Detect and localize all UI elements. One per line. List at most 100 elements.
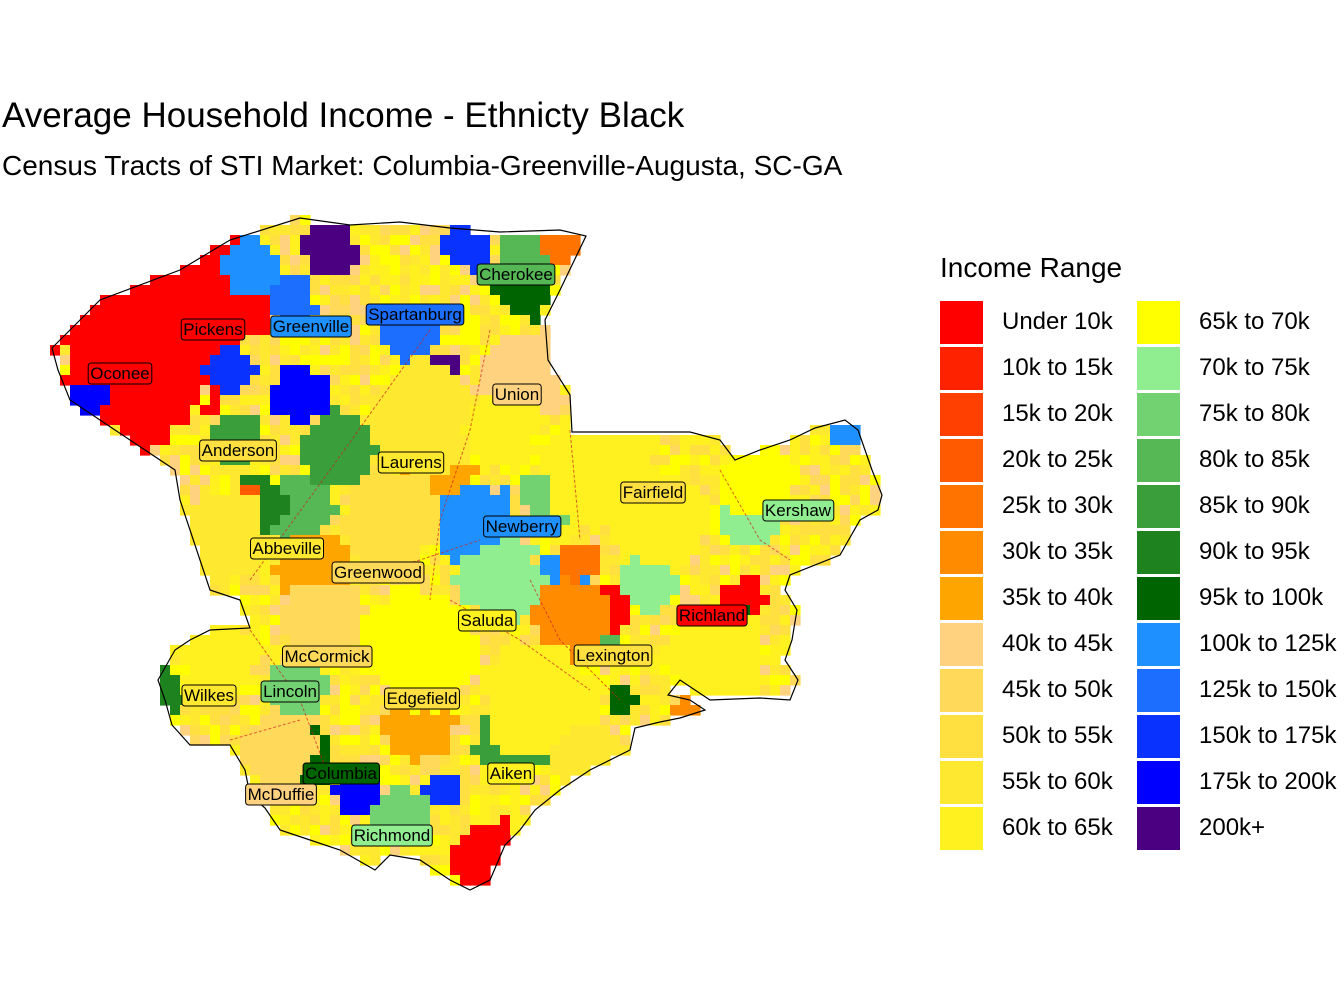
tract-cell bbox=[370, 715, 381, 726]
tract-cell bbox=[470, 425, 481, 436]
tract-cell bbox=[630, 565, 641, 576]
tract-cell bbox=[800, 445, 811, 456]
tract-cell bbox=[270, 625, 281, 636]
tract-cell bbox=[200, 515, 211, 526]
tract-cell bbox=[260, 325, 271, 336]
tract-cell bbox=[250, 415, 261, 426]
tract-cell bbox=[540, 675, 551, 686]
tract-cell bbox=[720, 585, 731, 596]
tract-cell bbox=[420, 325, 431, 336]
tract-cell bbox=[690, 565, 701, 576]
county-label-box bbox=[377, 451, 445, 474]
tract-cell bbox=[400, 445, 411, 456]
tract-cell bbox=[530, 685, 541, 696]
tract-cell bbox=[530, 365, 541, 376]
tract-cell bbox=[650, 695, 661, 706]
tract-cell bbox=[740, 645, 751, 656]
tract-cell bbox=[370, 745, 381, 756]
tract-cell bbox=[750, 525, 761, 536]
tract-cell bbox=[340, 625, 351, 636]
tract-cell bbox=[190, 445, 201, 456]
tract-cell bbox=[300, 705, 311, 716]
tract-cell bbox=[300, 375, 311, 386]
tract-cell bbox=[470, 595, 481, 606]
tract-cell bbox=[170, 695, 181, 706]
tract-cell bbox=[540, 795, 551, 806]
tract-cell bbox=[100, 335, 111, 346]
tract-cell bbox=[160, 335, 171, 346]
tract-cell bbox=[80, 375, 91, 386]
tract-cell bbox=[500, 375, 511, 386]
tract-cell bbox=[620, 515, 631, 526]
tract-cell bbox=[310, 565, 321, 576]
tract-cell bbox=[220, 375, 231, 386]
tract-cell bbox=[280, 755, 291, 766]
tract-cell bbox=[450, 545, 461, 556]
tract-cell bbox=[620, 675, 631, 686]
tract-cell bbox=[700, 515, 711, 526]
tract-cell bbox=[440, 615, 451, 626]
tract-cell bbox=[480, 835, 491, 846]
county-name: McDuffie bbox=[248, 785, 315, 804]
tract-cell bbox=[480, 475, 491, 486]
tract-cell bbox=[290, 465, 301, 476]
tract-cell bbox=[740, 665, 751, 676]
tract-cell bbox=[740, 675, 751, 686]
tract-cell bbox=[660, 705, 671, 716]
tract-cell bbox=[360, 685, 371, 696]
tract-cell bbox=[260, 575, 271, 586]
tract-cell bbox=[410, 235, 421, 246]
tract-cell bbox=[240, 735, 251, 746]
tract-cell bbox=[190, 395, 201, 406]
county-label-box bbox=[620, 481, 686, 504]
tract-cell bbox=[510, 495, 521, 506]
tract-cell bbox=[420, 635, 431, 646]
tract-cell bbox=[450, 865, 461, 876]
tract-cell bbox=[170, 705, 181, 716]
tract-cell bbox=[870, 495, 881, 506]
tract-cell bbox=[850, 475, 861, 486]
tract-cell bbox=[210, 415, 221, 426]
tract-cell bbox=[210, 655, 221, 666]
tract-cell bbox=[170, 345, 181, 356]
tract-cell bbox=[510, 285, 521, 296]
tract-cell bbox=[450, 825, 461, 836]
tract-cell bbox=[430, 525, 441, 536]
tract-cell bbox=[370, 625, 381, 636]
tract-cell bbox=[460, 515, 471, 526]
tract-cell bbox=[380, 335, 391, 346]
tract-cell bbox=[550, 605, 561, 616]
tract-cell bbox=[460, 695, 471, 706]
tract-cell bbox=[530, 295, 541, 306]
county-name: Columbia bbox=[305, 764, 377, 783]
tract-cell bbox=[220, 645, 231, 656]
tract-cell bbox=[490, 645, 501, 656]
tract-cell bbox=[610, 445, 621, 456]
tract-cell bbox=[360, 625, 371, 636]
tract-cell bbox=[770, 535, 781, 546]
tract-cell bbox=[650, 465, 661, 476]
tract-cell bbox=[730, 675, 741, 686]
tract-cell bbox=[80, 315, 91, 326]
tract-cell bbox=[250, 675, 261, 686]
tract-cell bbox=[520, 625, 531, 636]
tract-cell bbox=[470, 495, 481, 506]
tract-cell bbox=[520, 745, 531, 756]
tract-cell bbox=[510, 485, 521, 496]
tract-cell bbox=[580, 535, 591, 546]
county-label-box bbox=[476, 263, 556, 286]
tract-cell bbox=[600, 475, 611, 486]
tract-cell bbox=[790, 535, 801, 546]
tract-cell bbox=[760, 655, 771, 666]
tract-cell bbox=[100, 295, 111, 306]
tract-cell bbox=[140, 355, 151, 366]
tract-cell bbox=[450, 805, 461, 816]
tract-cell bbox=[520, 315, 531, 326]
tract-cell bbox=[750, 575, 761, 586]
tract-cell bbox=[710, 515, 721, 526]
tract-cell bbox=[790, 455, 801, 466]
tract-cell bbox=[570, 735, 581, 746]
tract-cell bbox=[780, 635, 791, 646]
county-name: Fairfield bbox=[623, 483, 683, 502]
tract-cell bbox=[440, 335, 451, 346]
